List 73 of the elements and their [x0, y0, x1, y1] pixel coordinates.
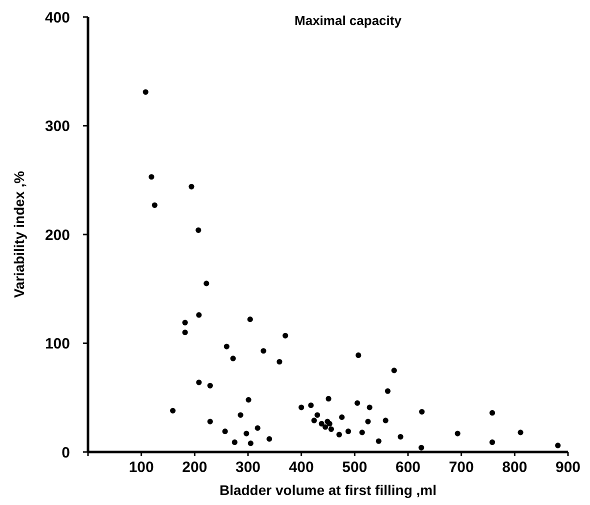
- point: [222, 428, 228, 434]
- point: [356, 352, 362, 358]
- point: [196, 227, 202, 233]
- point: [282, 332, 288, 338]
- point: [555, 442, 561, 448]
- y-tick-label: 0: [62, 444, 70, 462]
- point: [207, 382, 213, 388]
- point: [339, 414, 345, 420]
- chart-title: Maximal capacity: [294, 13, 402, 28]
- x-tick-label: 800: [502, 459, 528, 476]
- point: [345, 428, 352, 434]
- point: [326, 420, 332, 427]
- point: [318, 420, 324, 427]
- y-tick-label: 300: [44, 118, 70, 135]
- y-axis-title: Variability index ,%: [11, 170, 27, 298]
- x-tick-label: 100: [128, 459, 154, 476]
- point: [224, 344, 230, 350]
- point: [254, 425, 260, 431]
- x-tick-label: 200: [182, 459, 208, 476]
- y-tick-label: 200: [44, 226, 70, 244]
- point: [248, 440, 254, 446]
- point: [311, 418, 317, 424]
- point: [336, 432, 342, 438]
- point: [188, 184, 194, 190]
- x-tick-label: 900: [555, 459, 581, 476]
- point: [148, 174, 154, 180]
- x-axis-title: Bladder volume at first filling ,ml: [219, 482, 437, 498]
- point: [152, 202, 158, 208]
- point: [230, 356, 236, 362]
- point: [328, 426, 334, 432]
- point: [276, 358, 282, 365]
- point: [518, 430, 524, 436]
- point: [398, 434, 404, 440]
- point: [182, 320, 188, 326]
- point: [196, 312, 202, 318]
- point: [391, 368, 397, 374]
- x-tick-label: 400: [288, 459, 314, 476]
- x-tick-label: 600: [395, 459, 421, 476]
- point: [232, 439, 238, 446]
- point: [246, 397, 252, 403]
- point: [260, 348, 266, 354]
- y-tick-label: 400: [44, 9, 70, 26]
- point: [382, 418, 388, 424]
- point: [489, 439, 496, 446]
- x-tick-label: 300: [235, 459, 261, 476]
- x-tick-label: 500: [342, 459, 368, 476]
- point: [204, 280, 210, 286]
- point: [170, 408, 176, 414]
- point: [384, 388, 391, 394]
- y-tick-label: 100: [44, 336, 70, 352]
- point: [266, 436, 272, 442]
- point: [376, 438, 382, 444]
- point: [244, 430, 250, 436]
- point: [326, 396, 332, 402]
- point: [322, 424, 328, 430]
- point: [419, 408, 425, 415]
- point: [366, 404, 372, 410]
- point: [308, 402, 314, 408]
- point: [454, 430, 460, 436]
- point: [247, 316, 253, 322]
- x-tick-label: 700: [448, 459, 474, 476]
- point: [354, 400, 360, 406]
- point: [359, 430, 365, 436]
- point: [196, 380, 202, 386]
- point: [238, 412, 244, 418]
- point: [142, 89, 148, 95]
- point: [207, 418, 213, 424]
- point: [314, 412, 320, 418]
- point: [365, 418, 371, 424]
- point: [298, 404, 304, 410]
- point: [489, 410, 496, 416]
- point: [182, 330, 188, 336]
- point: [418, 444, 424, 450]
